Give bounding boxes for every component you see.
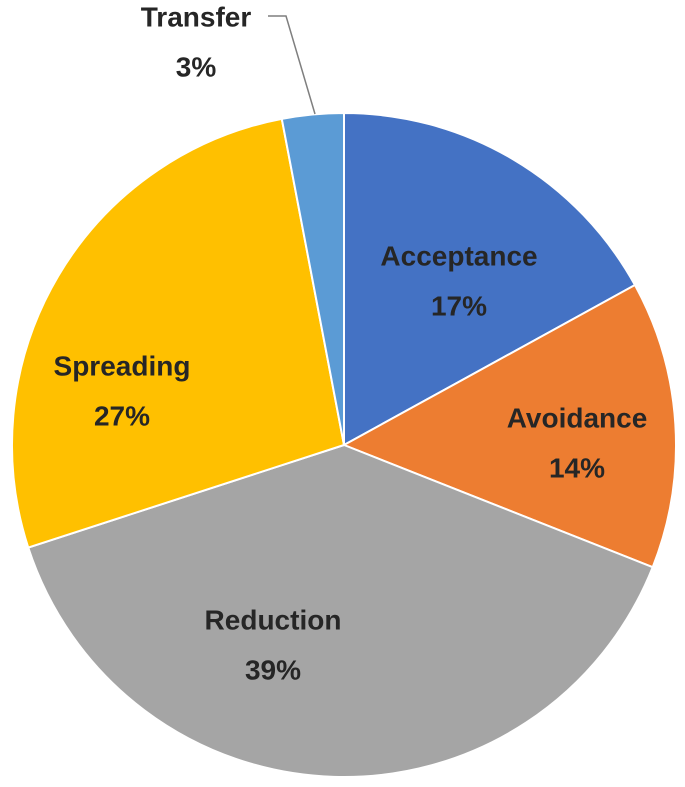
slice-percent-spreading: 27% (94, 400, 150, 431)
slice-percent-acceptance: 17% (431, 290, 487, 321)
slice-percent-reduction: 39% (245, 654, 301, 685)
pie-slice-avoidance (341, 283, 677, 569)
pie-slice-spreading (11, 117, 346, 549)
slice-percent-avoidance: 14% (549, 452, 605, 483)
slice-label-reduction: Reduction (205, 604, 342, 635)
pie-slices (11, 111, 677, 778)
pie-slice-reduction (26, 443, 654, 778)
slice-percent-transfer: 3% (176, 51, 217, 82)
slice-label-acceptance: Acceptance (380, 240, 537, 271)
pie-data-labels: Acceptance 17% Avoidance 14% Reduction 39% Spr… (54, 1, 648, 685)
pie-slice-transfer (280, 111, 345, 446)
slice-label-avoidance: Avoidance (507, 402, 648, 433)
slice-label-transfer: Transfer (141, 1, 252, 32)
pie-slice-acceptance (343, 111, 637, 447)
slice-label-spreading: Spreading (54, 350, 191, 381)
transfer-leader-line (268, 15, 316, 115)
